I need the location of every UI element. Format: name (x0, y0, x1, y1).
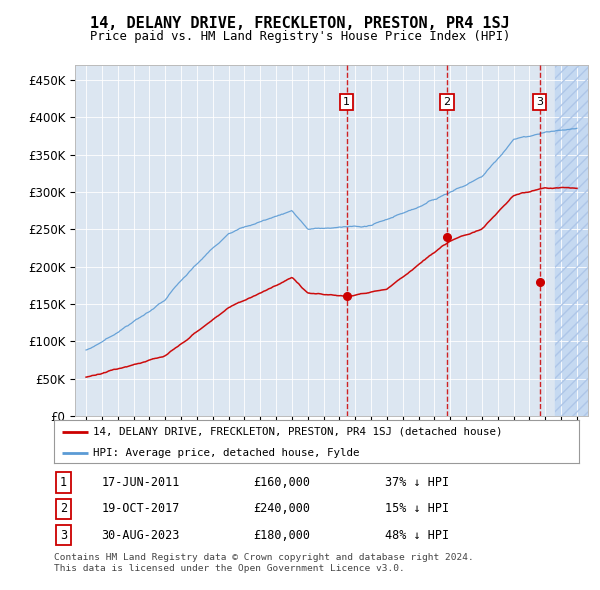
Text: 3: 3 (536, 97, 544, 107)
Text: 1: 1 (343, 97, 350, 107)
Text: £180,000: £180,000 (254, 529, 311, 542)
Text: 3: 3 (60, 529, 67, 542)
Text: Price paid vs. HM Land Registry's House Price Index (HPI): Price paid vs. HM Land Registry's House … (90, 30, 510, 43)
Text: 37% ↓ HPI: 37% ↓ HPI (385, 476, 449, 489)
Text: 48% ↓ HPI: 48% ↓ HPI (385, 529, 449, 542)
Text: 1: 1 (60, 476, 67, 489)
Text: 30-AUG-2023: 30-AUG-2023 (101, 529, 179, 542)
Text: 2: 2 (60, 502, 67, 516)
Text: £240,000: £240,000 (254, 502, 311, 516)
Text: 19-OCT-2017: 19-OCT-2017 (101, 502, 179, 516)
Text: HPI: Average price, detached house, Fylde: HPI: Average price, detached house, Fyld… (94, 448, 360, 458)
Text: 2: 2 (443, 97, 451, 107)
Text: Contains HM Land Registry data © Crown copyright and database right 2024.
This d: Contains HM Land Registry data © Crown c… (54, 553, 474, 573)
Text: £160,000: £160,000 (254, 476, 311, 489)
Text: 14, DELANY DRIVE, FRECKLETON, PRESTON, PR4 1SJ (detached house): 14, DELANY DRIVE, FRECKLETON, PRESTON, P… (94, 427, 503, 437)
Text: 15% ↓ HPI: 15% ↓ HPI (385, 502, 449, 516)
Text: 17-JUN-2011: 17-JUN-2011 (101, 476, 179, 489)
Bar (555, 65, 593, 416)
Text: 14, DELANY DRIVE, FRECKLETON, PRESTON, PR4 1SJ: 14, DELANY DRIVE, FRECKLETON, PRESTON, P… (90, 16, 510, 31)
